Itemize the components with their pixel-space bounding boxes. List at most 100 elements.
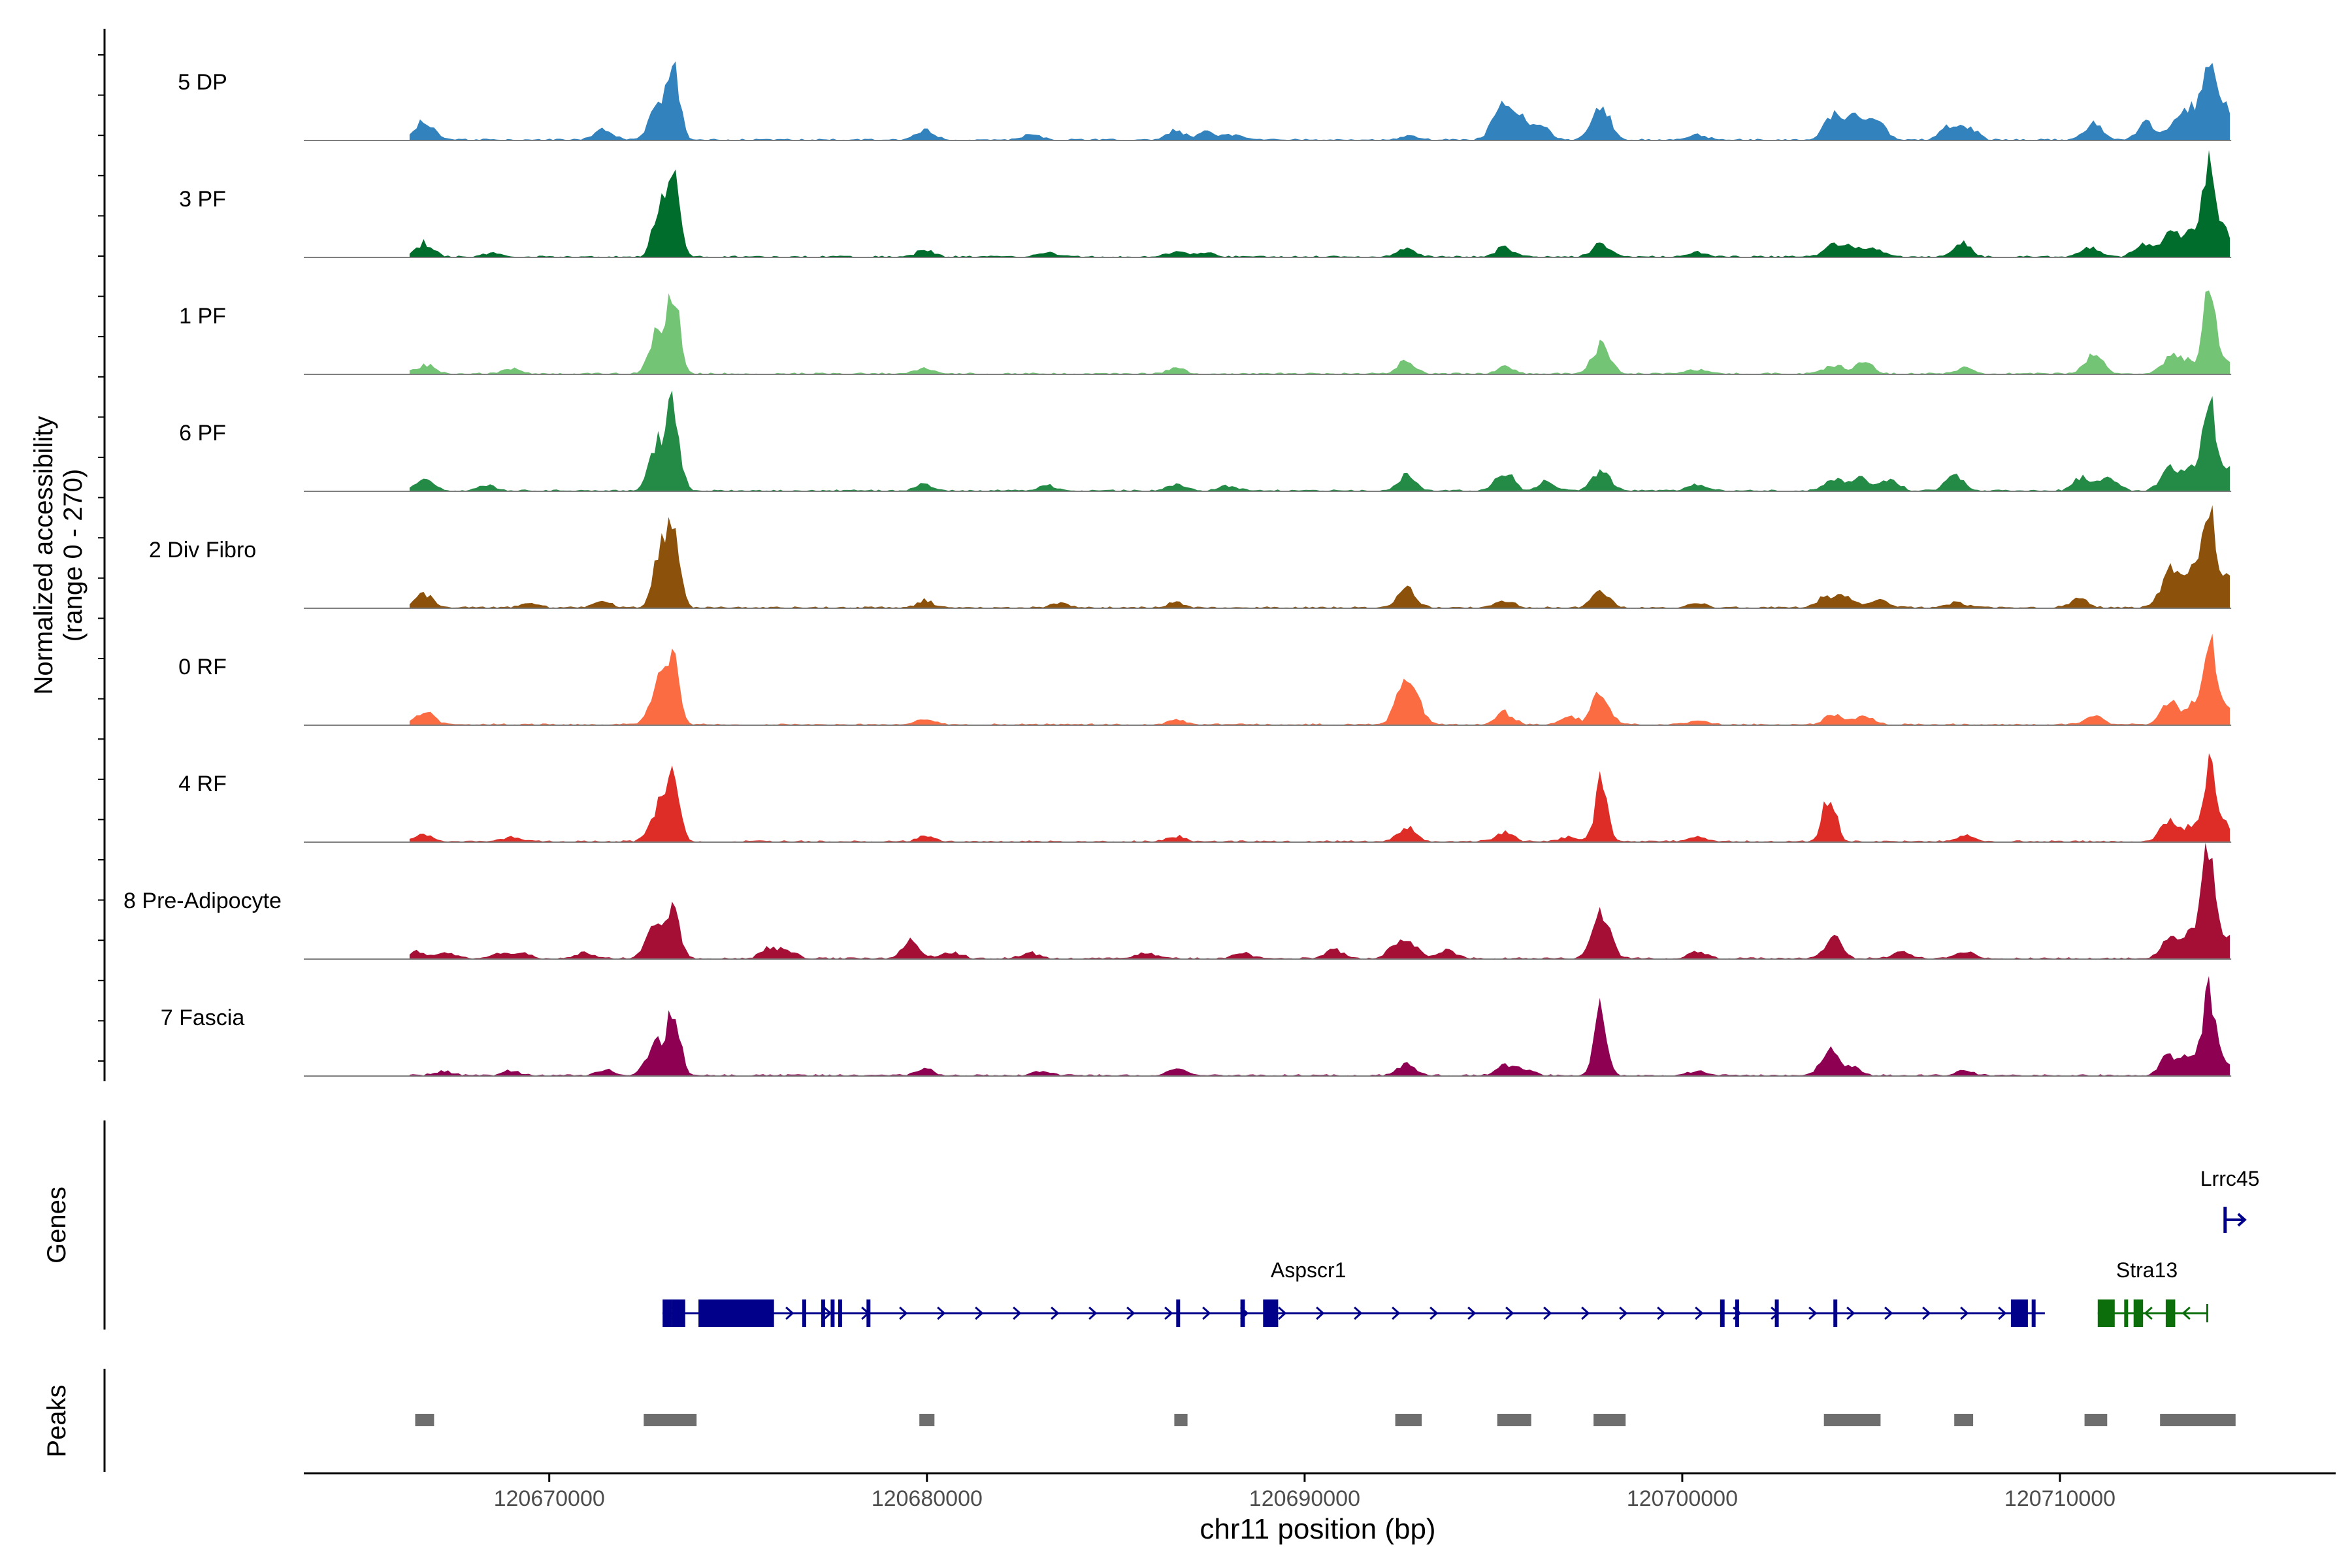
genes-panel-label: Genes (42, 1186, 71, 1264)
peak-region (2160, 1414, 2236, 1426)
track-label: 4 RF (178, 772, 227, 796)
track-label: 2 Div Fibro (149, 538, 256, 563)
strand-arrow (1392, 1306, 1401, 1320)
strand-arrow (1505, 1306, 1514, 1320)
gene-exon (2124, 1299, 2129, 1327)
gene-exon (802, 1299, 806, 1327)
gene-exon (866, 1299, 871, 1327)
gene-exon (1176, 1299, 1181, 1327)
strand-arrow (1581, 1306, 1590, 1320)
gene-exon (2133, 1299, 2144, 1327)
y-axis-range: (range 0 - 270) (59, 469, 88, 642)
coverage-track-6 (409, 753, 2230, 842)
track-label: 8 Pre-Adipocyte (123, 889, 282, 913)
strand-arrow (2181, 1306, 2191, 1320)
strand-arrow (1316, 1306, 1325, 1320)
strand-arrow (1164, 1306, 1173, 1320)
strand-arrow (2225, 1213, 2247, 1227)
strand-arrow (975, 1306, 984, 1320)
peak-region (1593, 1414, 1626, 1426)
coverage-track-7 (409, 842, 2230, 959)
gene-exon (698, 1299, 774, 1327)
coverage-track-1 (409, 150, 2230, 257)
peak-region (415, 1414, 434, 1426)
gene-exon (1833, 1299, 1838, 1327)
gene-label: Lrrc45 (2200, 1167, 2260, 1190)
peak-region (919, 1414, 935, 1426)
x-axis-ticks: 120670000 120680000 120690000 120700000 1207… (494, 1473, 2115, 1511)
strand-arrow (1051, 1306, 1060, 1320)
strand-arrow (899, 1306, 908, 1320)
track-labels: 5 DP 3 PF 1 PF 6 PF 2 Div Fibro 0 RF 4 RF 8 Pre… (123, 70, 282, 1030)
gene-exon (1263, 1299, 1279, 1327)
gene-exon (830, 1299, 835, 1327)
strand-arrow (937, 1306, 946, 1320)
track-label: 1 PF (179, 304, 226, 329)
coverage-track-2 (409, 290, 2230, 374)
strand-arrow (1543, 1306, 1552, 1320)
strand-arrow (1960, 1306, 1969, 1320)
gene-exon (1735, 1299, 1739, 1327)
x-tick-label: 120670000 (494, 1486, 605, 1511)
peak-region (1497, 1414, 1531, 1426)
peak-region (1395, 1414, 1422, 1426)
x-tick-label: 120690000 (1249, 1486, 1360, 1511)
peak-region (644, 1414, 697, 1426)
peak-regions (415, 1414, 2236, 1426)
x-tick-label: 120680000 (872, 1486, 983, 1511)
x-axis-title: chr11 position (bp) (1200, 1513, 1435, 1545)
gene-exon (2010, 1299, 2028, 1327)
strand-arrow (1846, 1306, 1855, 1320)
coverage-track-3 (409, 390, 2230, 491)
gene-label: Stra13 (2116, 1258, 2178, 1282)
strand-arrow (1088, 1306, 1098, 1320)
gene-exon (2165, 1299, 2176, 1327)
strand-arrow (1657, 1306, 1666, 1320)
x-tick-label: 120710000 (2004, 1486, 2115, 1511)
track-label: 3 PF (179, 187, 226, 212)
gene-exon (1240, 1299, 1245, 1327)
strand-arrow (1278, 1306, 1287, 1320)
gene-label: Aspscr1 (1271, 1258, 1347, 1282)
strand-arrow (1619, 1306, 1628, 1320)
peaks-panel-label: Peaks (42, 1384, 71, 1457)
y-axis-ticks (98, 54, 105, 1062)
strand-arrow (1922, 1306, 1931, 1320)
gene-exon (821, 1299, 825, 1327)
gene-exon (1774, 1299, 1779, 1327)
gene-exon (1720, 1299, 1725, 1327)
track-label: 0 RF (178, 655, 227, 679)
peak-region (2084, 1414, 2108, 1426)
strand-arrow (2144, 1306, 2153, 1320)
strand-arrow (1126, 1306, 1135, 1320)
y-axis-title: Normalized accessibility (29, 416, 58, 695)
track-label: 7 Fascia (161, 1005, 245, 1030)
coverage-track-8 (409, 975, 2230, 1076)
strand-arrow (1884, 1306, 1893, 1320)
strand-arrow (1202, 1306, 1211, 1320)
strand-arrow (1354, 1306, 1363, 1320)
gene-exon (662, 1299, 672, 1327)
track-label: 5 DP (178, 70, 227, 95)
strand-arrow (1808, 1306, 1818, 1320)
strand-arrow (1695, 1306, 1704, 1320)
gene-exon (838, 1299, 842, 1327)
coverage-track-5 (409, 633, 2230, 725)
peak-region (1954, 1414, 1974, 1426)
gene-models: Aspscr1 Stra13 Lrrc45 (662, 1167, 2259, 1327)
strand-arrow (785, 1306, 794, 1320)
strand-arrow (1429, 1306, 1439, 1320)
coverage-tracks (304, 61, 2232, 1077)
strand-arrow (1013, 1306, 1022, 1320)
track-label: 6 PF (179, 421, 226, 446)
gene-exon (2031, 1299, 2036, 1327)
strand-arrow (1998, 1306, 2007, 1320)
strand-arrow (1467, 1306, 1477, 1320)
peak-region (1823, 1414, 1881, 1426)
peak-region (1174, 1414, 1188, 1426)
coverage-track-0 (409, 61, 2230, 140)
x-tick-label: 120700000 (1627, 1486, 1738, 1511)
gene-exon (2097, 1299, 2115, 1327)
coverage-track-4 (409, 505, 2230, 608)
